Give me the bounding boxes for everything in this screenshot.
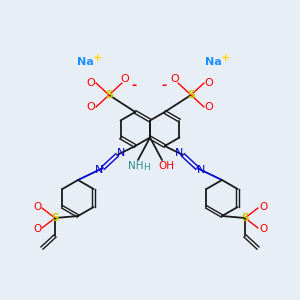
Text: H: H [144, 164, 150, 172]
Text: NH: NH [128, 161, 144, 171]
Text: O: O [205, 102, 213, 112]
Text: +: + [221, 53, 231, 63]
Text: O: O [87, 78, 95, 88]
Text: +: + [93, 53, 103, 63]
Text: S: S [51, 213, 59, 223]
Text: S: S [241, 213, 249, 223]
Text: O: O [171, 74, 179, 84]
Text: O: O [33, 224, 41, 234]
Text: OH: OH [158, 161, 174, 171]
Text: O: O [33, 202, 41, 212]
Text: S: S [105, 90, 113, 100]
Text: O: O [259, 224, 267, 234]
Text: -: - [131, 79, 136, 92]
Text: S: S [187, 90, 195, 100]
Text: N: N [197, 165, 205, 175]
Text: O: O [259, 202, 267, 212]
Text: O: O [121, 74, 129, 84]
Text: N: N [95, 165, 103, 175]
Text: Na: Na [76, 57, 93, 67]
Text: N: N [175, 148, 183, 158]
Text: N: N [117, 148, 125, 158]
Text: O: O [205, 78, 213, 88]
Text: O: O [87, 102, 95, 112]
Text: -: - [161, 79, 166, 92]
Text: Na: Na [205, 57, 221, 67]
